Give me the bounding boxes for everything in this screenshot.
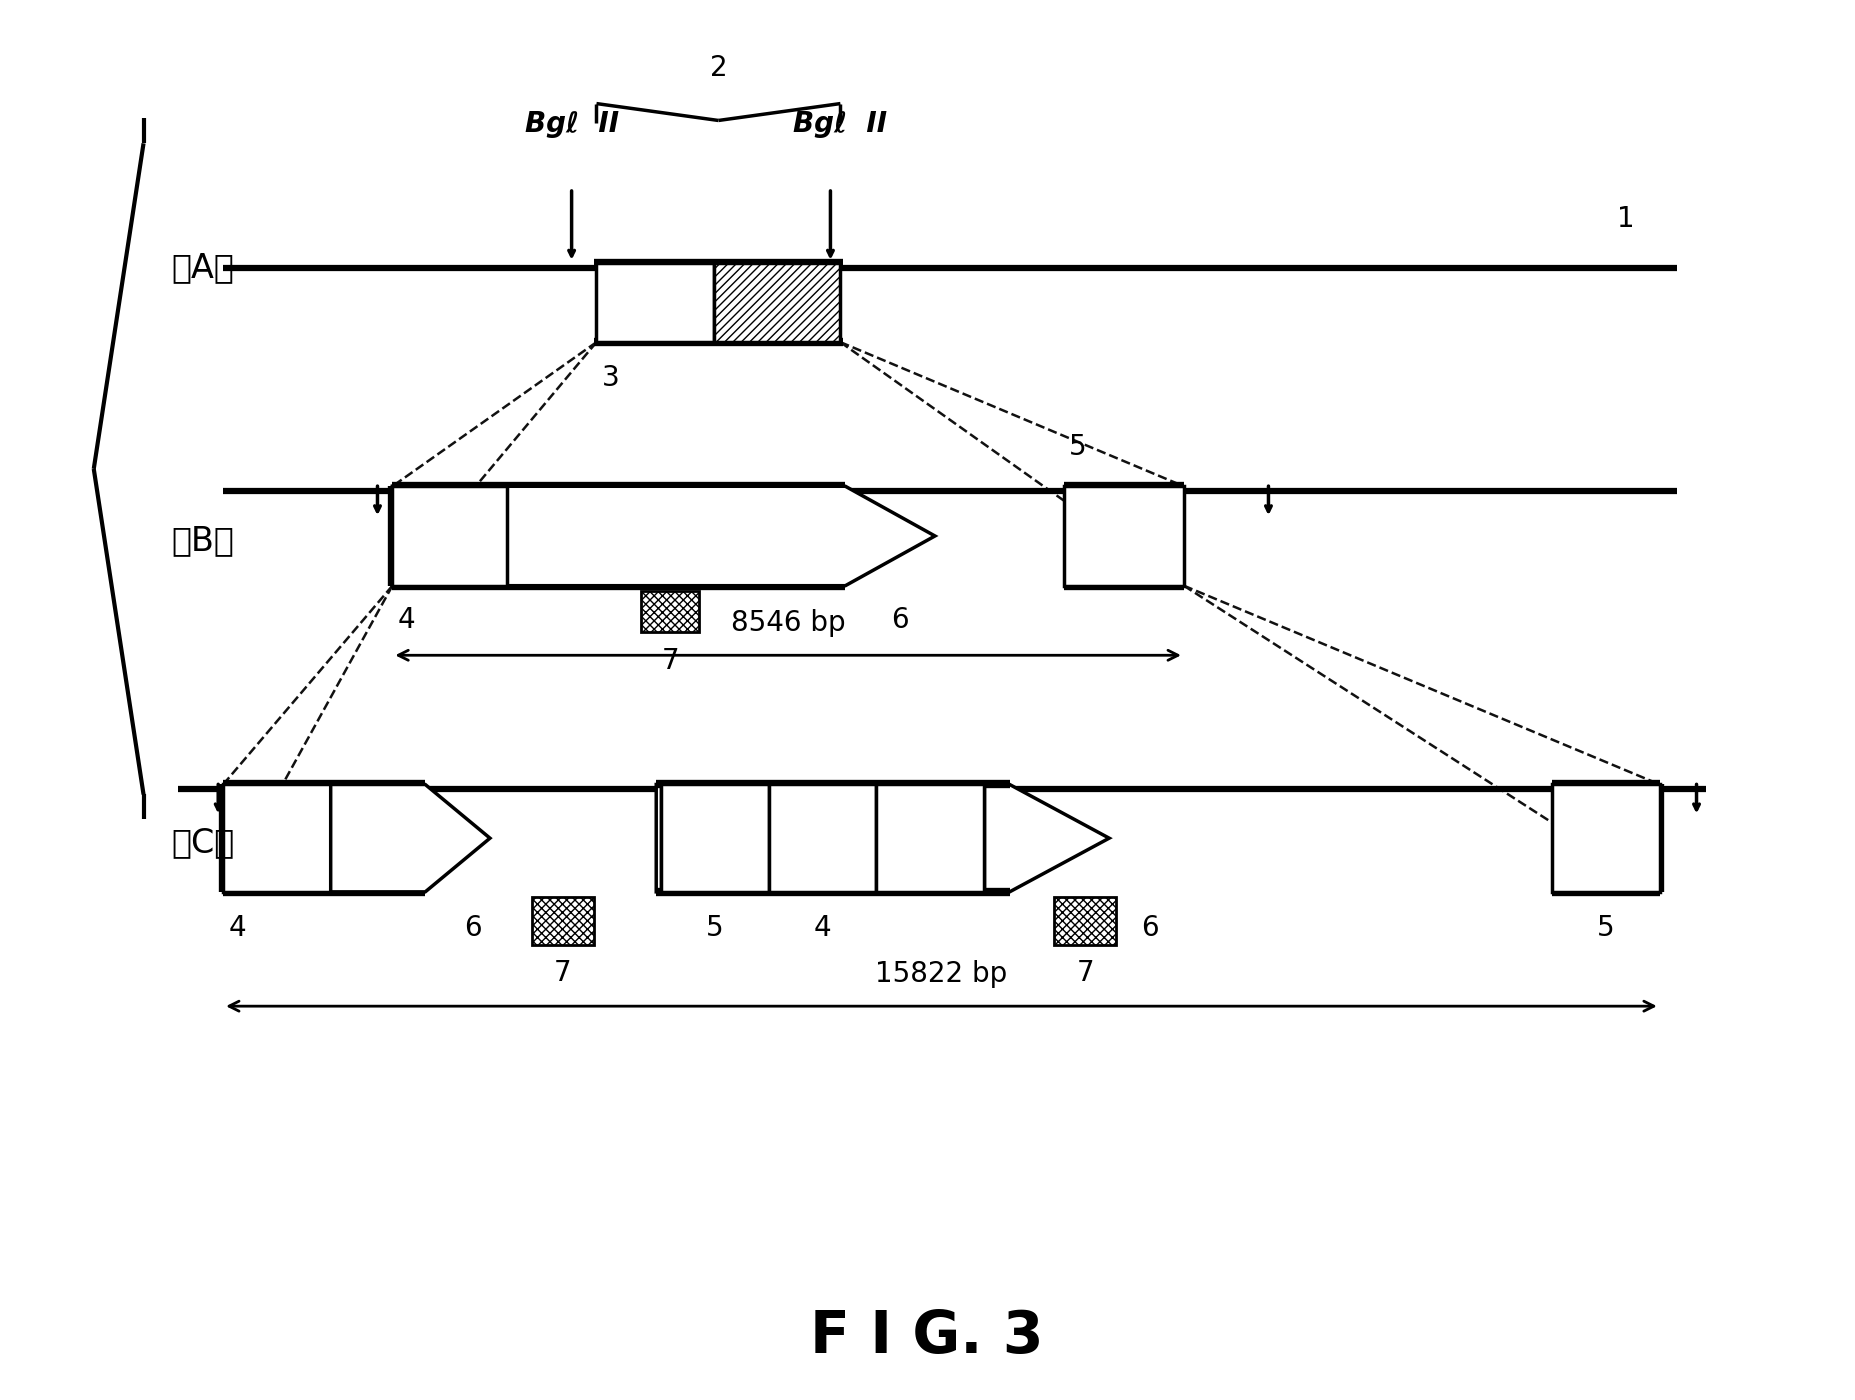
Text: 2: 2 <box>710 53 727 81</box>
Text: （B）: （B） <box>173 525 236 557</box>
Text: Bgℓ  II: Bgℓ II <box>525 111 620 139</box>
Bar <box>597 263 714 342</box>
Text: （C）: （C） <box>173 826 236 860</box>
Text: 4: 4 <box>814 914 831 942</box>
Text: 6: 6 <box>1141 914 1159 942</box>
Text: 4: 4 <box>228 914 245 942</box>
Bar <box>223 784 330 892</box>
Polygon shape <box>657 784 1109 892</box>
Bar <box>1054 897 1117 945</box>
Text: Bgℓ  II: Bgℓ II <box>794 111 887 139</box>
Bar <box>1065 486 1183 585</box>
Text: 15822 bp: 15822 bp <box>876 960 1007 988</box>
Text: 3: 3 <box>601 364 620 392</box>
Bar <box>642 591 699 633</box>
Polygon shape <box>393 486 935 585</box>
Bar <box>714 263 840 342</box>
Text: 7: 7 <box>662 647 679 675</box>
Text: 7: 7 <box>555 959 571 987</box>
Bar <box>1553 784 1660 892</box>
Text: F I G. 3: F I G. 3 <box>811 1308 1044 1365</box>
Polygon shape <box>330 784 490 892</box>
Bar <box>532 897 594 945</box>
Bar <box>768 784 876 892</box>
Bar <box>660 784 768 892</box>
Bar <box>393 486 506 585</box>
Text: 5: 5 <box>1597 914 1614 942</box>
Bar <box>876 784 983 892</box>
Text: 4: 4 <box>397 606 416 634</box>
Text: 7: 7 <box>1076 959 1094 987</box>
Bar <box>768 784 876 892</box>
Text: 6: 6 <box>464 914 480 942</box>
Text: （A）: （A） <box>173 251 236 284</box>
Text: 1: 1 <box>1618 204 1634 232</box>
Bar <box>660 784 768 892</box>
Text: 8546 bp: 8546 bp <box>731 609 846 637</box>
Bar <box>876 784 983 892</box>
Text: 5: 5 <box>707 914 723 942</box>
Text: 6: 6 <box>890 606 909 634</box>
Text: 5: 5 <box>1068 434 1087 462</box>
